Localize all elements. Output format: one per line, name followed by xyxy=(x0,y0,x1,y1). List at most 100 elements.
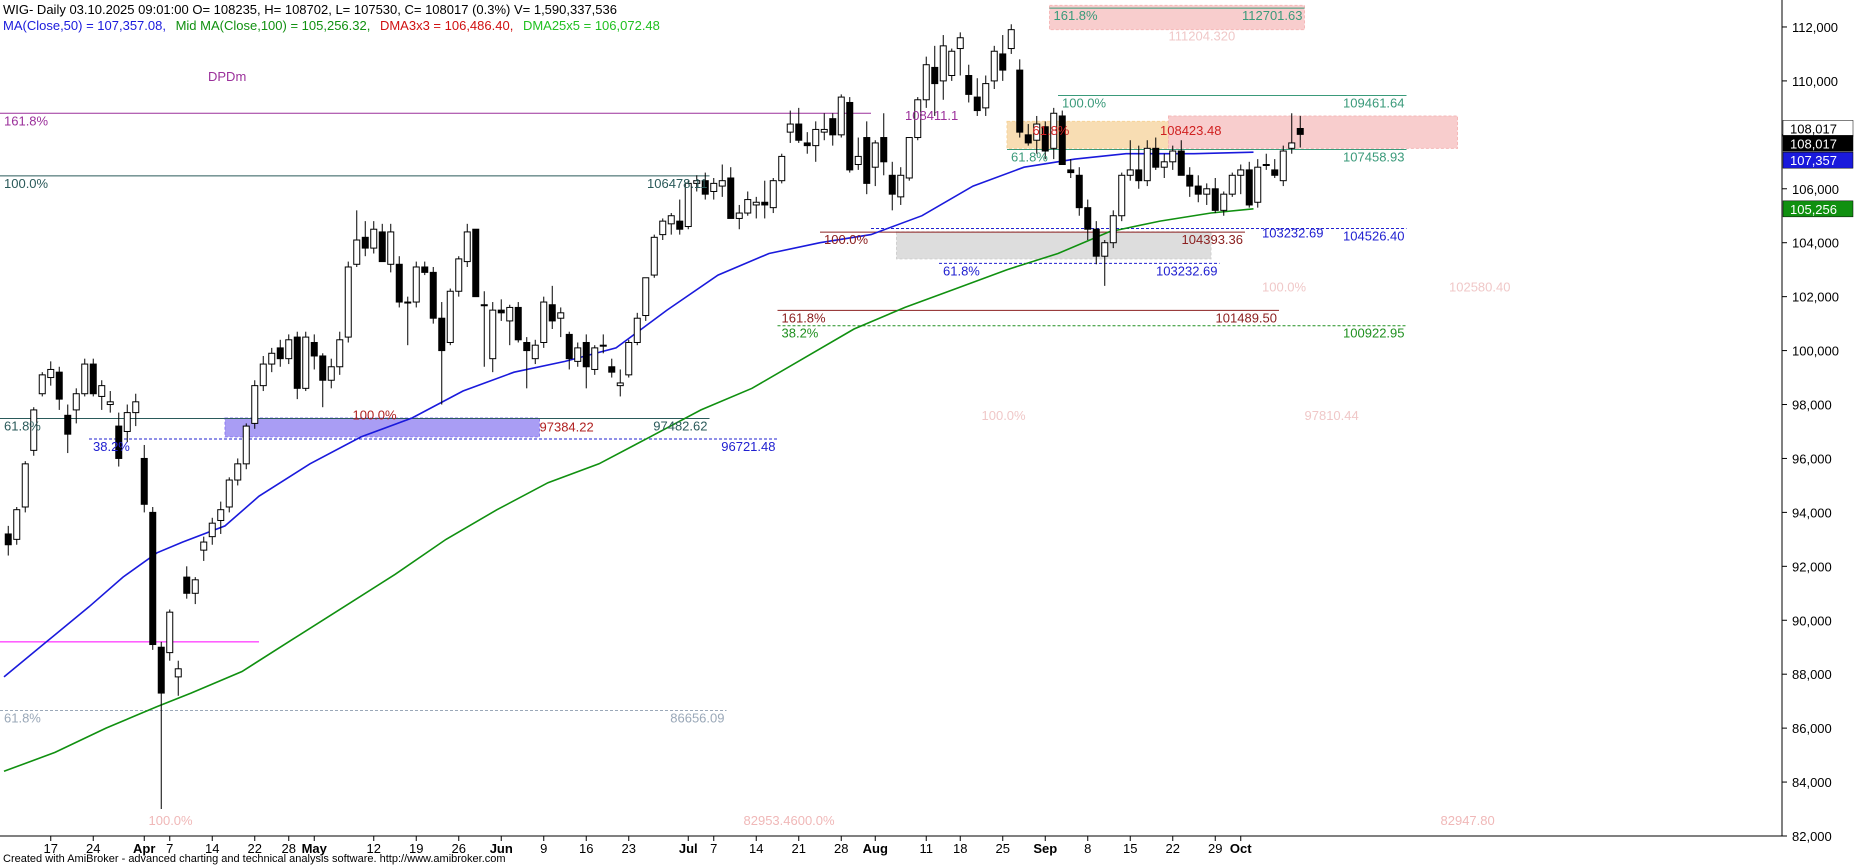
x-tick-label: 22 xyxy=(248,841,262,856)
candle xyxy=(123,404,131,443)
candle-body-down xyxy=(973,96,981,112)
candle-body-up xyxy=(1143,147,1151,182)
candle-body-down xyxy=(438,317,446,352)
candle xyxy=(225,477,233,513)
legend-line: MA(Close,50) = 107,357.08, Mid MA(Close,… xyxy=(3,18,660,33)
candle xyxy=(1016,59,1024,138)
candle xyxy=(217,501,225,534)
lvl-97482-label-right: 97482.62 xyxy=(653,418,707,433)
candle-body-down xyxy=(1041,126,1049,152)
candle-body-up xyxy=(446,290,454,343)
candle-body-down xyxy=(608,366,616,373)
candle-body-up xyxy=(47,368,55,379)
lvl-104526-label-right: 104526.40 xyxy=(1343,229,1404,244)
x-tick-label: Jun xyxy=(490,841,513,856)
candle-body-down xyxy=(361,236,369,249)
candle xyxy=(404,296,412,346)
annotation-6: 100.0% xyxy=(149,813,194,828)
candle xyxy=(412,261,420,308)
price-tag-bg xyxy=(1782,135,1854,152)
candle-body-up xyxy=(234,463,242,481)
candle-body-down xyxy=(4,533,12,546)
candle-body-down xyxy=(1067,169,1075,174)
candle-body-up xyxy=(81,363,89,395)
candle-body-up xyxy=(1279,150,1287,182)
lvl-100-left-label-right: 106478.11 xyxy=(647,176,708,191)
candle xyxy=(378,223,386,263)
x-tick-label: 14 xyxy=(205,841,219,856)
lvl-107458-label-left: 61.8% xyxy=(1011,149,1048,164)
candle xyxy=(1041,121,1049,160)
candle-body-down xyxy=(1186,174,1194,187)
candle-body-down xyxy=(319,355,327,381)
candle xyxy=(1118,172,1126,222)
candle xyxy=(242,423,250,470)
candle-body-down xyxy=(565,333,573,360)
candle xyxy=(55,366,63,410)
candle-body-up xyxy=(1109,215,1117,244)
candle xyxy=(421,261,429,276)
candle-body-up xyxy=(616,382,624,387)
lvl-96721-label-left: 38.2% xyxy=(93,439,130,454)
candle xyxy=(200,536,208,561)
candle xyxy=(234,458,242,486)
candle xyxy=(174,660,182,696)
candle-body-up xyxy=(1220,193,1228,211)
series-1-line xyxy=(3,208,1254,773)
candle xyxy=(548,285,556,330)
candle xyxy=(1211,177,1219,214)
candle xyxy=(361,221,369,257)
candle xyxy=(251,380,259,429)
candle-body-down xyxy=(115,425,123,459)
x-tick-label: May xyxy=(302,841,328,856)
candle-body-down xyxy=(472,228,480,298)
candle-body-up xyxy=(344,266,352,338)
candle-body-down xyxy=(1092,228,1100,257)
candle-body-up xyxy=(72,393,80,411)
candle xyxy=(302,331,310,392)
candle xyxy=(659,218,667,241)
x-tick-label: Jul xyxy=(679,841,698,856)
price-tag-label: 108,017 xyxy=(1790,121,1837,136)
candle xyxy=(89,358,97,397)
candle-body-up xyxy=(1169,150,1177,163)
candle xyxy=(1288,113,1296,154)
candle xyxy=(905,137,913,181)
candle-body-up xyxy=(710,182,718,192)
candle xyxy=(633,312,641,346)
candle xyxy=(72,388,80,424)
lvl-107458-label-right: 107458.93 xyxy=(1343,149,1404,164)
candle xyxy=(667,213,675,235)
legend-dma25: DMA25x5 = 106,072.48 xyxy=(523,18,660,33)
candle xyxy=(157,641,165,810)
candle xyxy=(837,94,845,138)
annotation-11: 100.0% xyxy=(1262,279,1307,294)
candle-body-down xyxy=(1211,188,1219,211)
candle-body-up xyxy=(225,479,233,508)
candle xyxy=(744,191,752,216)
candle xyxy=(1254,159,1262,208)
candle xyxy=(557,307,565,338)
candle xyxy=(786,110,794,143)
candle-body-down xyxy=(1084,207,1092,230)
candle xyxy=(1024,124,1032,146)
y-tick-label: 94,000 xyxy=(1792,505,1832,520)
candle-body-up xyxy=(404,301,412,304)
candle xyxy=(982,75,990,116)
annotation-5: 108411.1 xyxy=(905,108,958,123)
candle-body-up xyxy=(455,258,463,292)
candle-body-up xyxy=(531,344,539,360)
y-tick-label: 100,000 xyxy=(1792,344,1839,359)
candle xyxy=(642,277,650,321)
candle-body-up xyxy=(1101,242,1109,257)
candle xyxy=(506,304,514,346)
candle-body-down xyxy=(183,576,191,594)
price-tag: 107,357 xyxy=(1782,151,1854,169)
candle xyxy=(846,97,854,173)
y-tick-label: 110,000 xyxy=(1792,74,1838,89)
candle xyxy=(285,334,293,365)
candle xyxy=(191,577,199,605)
